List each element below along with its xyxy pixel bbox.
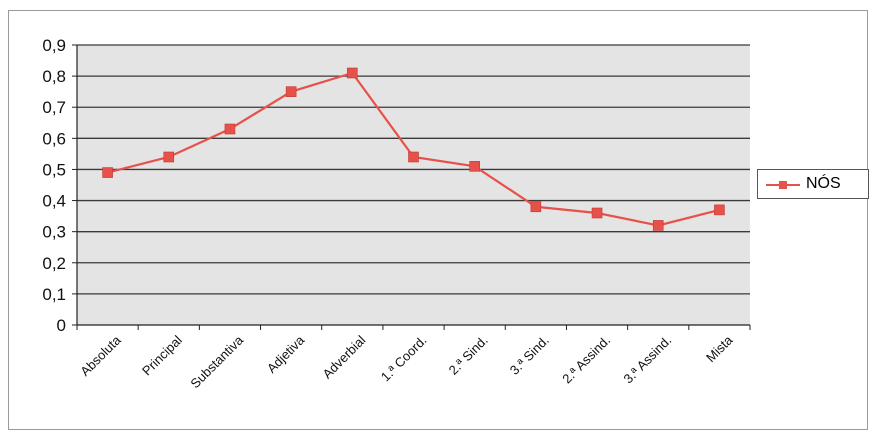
data-point [163,151,175,163]
x-category-label: 2.ª Assind. [559,333,613,387]
x-category-label: Substantiva [187,332,246,391]
x-category-label: 2.ª Sind. [446,333,491,378]
data-point [714,204,725,216]
y-tick-label: 0,3 [42,223,66,242]
legend: NÓS [757,169,869,199]
y-tick-label: 0 [57,316,66,335]
y-tick-label: 0,1 [42,285,66,304]
data-point [530,201,542,213]
y-tick-label: 0,5 [42,160,66,179]
data-point [347,67,358,79]
y-tick-label: 0,4 [42,192,66,211]
y-tick-label: 0,7 [42,98,66,117]
data-point [224,123,236,135]
y-tick-label: 0,8 [42,67,66,86]
data-point [652,220,664,231]
legend-label: NÓS [806,175,841,192]
x-category-label: Mista [703,332,736,365]
x-category-label: 3.ª Assind. [620,333,674,387]
x-category-label: Absoluta [77,332,124,379]
legend-square-marker-icon [779,181,787,189]
x-category-label: Adverbial [320,332,369,381]
data-point [469,161,480,172]
y-tick-label: 0,2 [42,254,66,273]
x-category-label: Adjetiva [264,332,308,376]
x-category-label: 3.ª Sind. [507,333,552,378]
x-category-label: 1.ª Coord. [378,333,430,385]
y-tick-label: 0,9 [42,36,66,55]
x-category-label: Principal [139,332,185,378]
data-point [102,167,113,178]
plot-area [77,45,750,325]
data-point [408,151,419,163]
data-point [285,86,297,97]
y-tick-label: 0,6 [42,129,66,148]
data-point [591,207,603,219]
